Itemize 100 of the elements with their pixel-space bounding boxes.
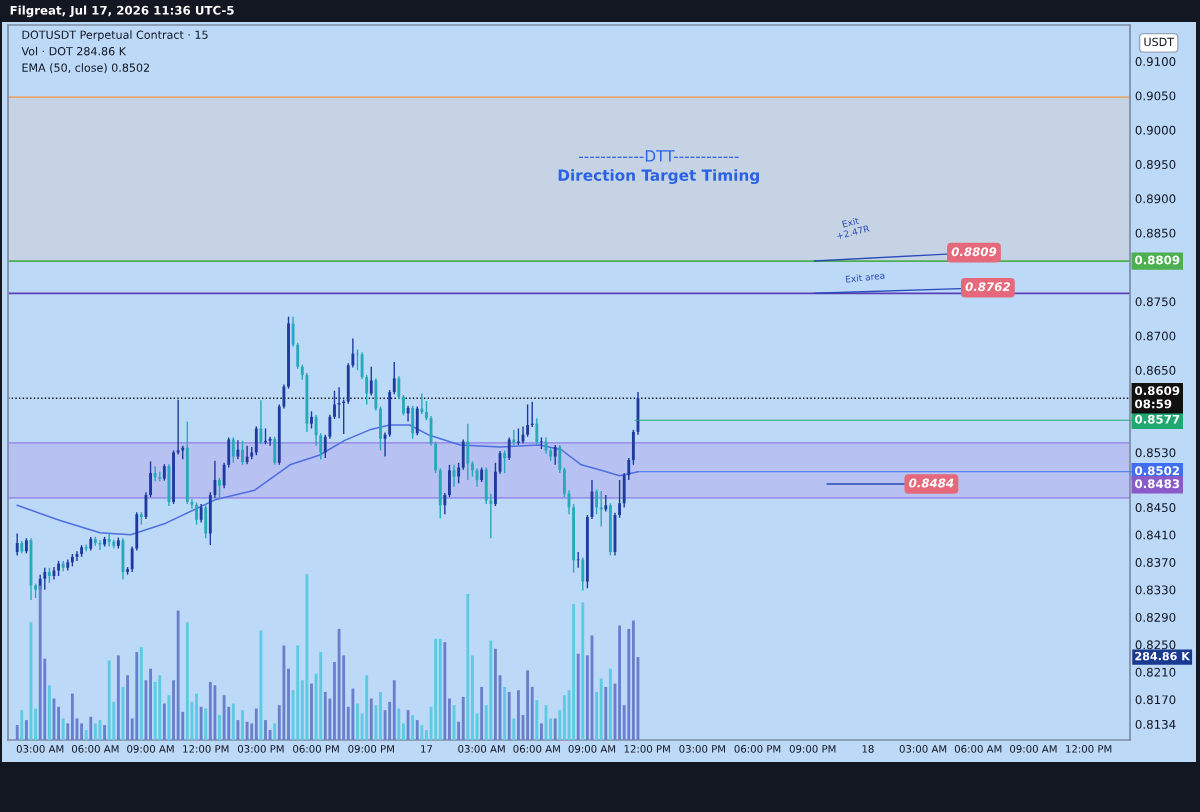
candlestick: [84, 543, 88, 552]
candlestick: [314, 414, 318, 447]
candlestick: [245, 444, 249, 465]
annotation: 0.8502: [1135, 466, 1180, 476]
bar: [461, 696, 465, 740]
bar: [489, 640, 493, 740]
text: 284.86 K: [1135, 651, 1191, 661]
candlestick: [397, 375, 401, 400]
candlestick: [218, 477, 221, 500]
bar: [158, 675, 162, 740]
annotation: Direction Target Timing: [558, 169, 759, 185]
candlestick: [80, 544, 83, 558]
annotation: Exit area: [845, 271, 885, 283]
candlestick: [149, 460, 152, 498]
bar: [471, 655, 474, 740]
bar: [494, 648, 497, 740]
bar: [539, 723, 543, 740]
bar: [572, 603, 576, 740]
bar: [282, 645, 286, 740]
bar: [374, 705, 378, 740]
candlestick: [291, 315, 295, 348]
bar: [576, 653, 580, 740]
candlestick: [379, 405, 382, 452]
annotation: DOTUSDT Perpetual Contract · 15: [22, 30, 208, 42]
candlestick: [126, 566, 129, 576]
candlestick: [595, 488, 599, 515]
bar: [264, 720, 267, 740]
y-tick-label: 0.8370: [1135, 558, 1176, 567]
bar: [66, 723, 70, 740]
bar: [268, 730, 272, 740]
candlestick: [43, 567, 47, 591]
bar: [438, 638, 442, 740]
bar: [195, 693, 198, 740]
annotation: 0.8484: [909, 478, 954, 488]
y-tick-label: 0.8530: [1135, 448, 1176, 458]
annotation: EMA (50, close) 0.8502: [22, 63, 149, 74]
bar: [618, 625, 622, 740]
y-tick-label: 0.8950: [1135, 160, 1176, 169]
candlestick: [172, 449, 175, 505]
annotation: Vol · DOT 284.86 K: [21, 46, 127, 56]
candlestick: [466, 422, 470, 481]
candlestick: [558, 444, 562, 474]
bar: [135, 652, 139, 740]
x-tick-label: 12:00 PM: [624, 745, 670, 753]
x-tick-label: 06:00 AM: [513, 745, 560, 753]
y-tick-label: 0.9000: [1135, 125, 1176, 135]
x-tick-label: 06:00 PM: [293, 745, 339, 753]
bar: [231, 703, 235, 740]
bar: [89, 716, 93, 740]
candlestick: [425, 400, 428, 421]
candlestick: [328, 414, 332, 440]
bar: [581, 602, 585, 740]
y-tick-label: 0.8134: [1135, 719, 1176, 729]
candlestick: [562, 466, 566, 498]
bar: [356, 703, 359, 740]
bar: [434, 638, 438, 740]
bar: [273, 723, 277, 740]
bar: [84, 730, 88, 740]
bar: [47, 685, 51, 740]
bar: [222, 695, 226, 740]
bar: [351, 688, 355, 740]
x-tick-label: 12:00 PM: [183, 745, 229, 753]
bar: [245, 721, 249, 740]
bar: [24, 720, 28, 740]
bar: [627, 628, 631, 740]
bar: [259, 630, 263, 740]
x-tick-label: 06:00 AM: [71, 745, 119, 753]
bar: [443, 642, 447, 740]
candlestick: [581, 556, 585, 592]
y-tick-label: 0.8450: [1135, 503, 1176, 513]
bar: [310, 683, 313, 740]
text: USDT: [1144, 37, 1175, 47]
bar: [70, 693, 74, 740]
bar: [631, 620, 635, 740]
bar: [402, 723, 405, 740]
bar: [604, 686, 608, 740]
y-tick-label: 0.9050: [1135, 91, 1176, 101]
bar: [126, 675, 129, 740]
x-tick-label: 03:00 AM: [16, 745, 64, 753]
candlestick: [448, 464, 451, 498]
bar: [20, 710, 24, 740]
bar: [516, 690, 520, 740]
bar: [93, 723, 97, 740]
x-tick-label: 09:00 PM: [789, 745, 836, 753]
candlestick: [282, 383, 286, 410]
candlestick: [103, 536, 106, 548]
x-tick-label: 09:00 AM: [1010, 745, 1057, 753]
candlestick: [526, 403, 530, 438]
bar: [585, 655, 589, 740]
bar: [34, 708, 38, 740]
annotation: 0.8762: [965, 282, 1010, 292]
candlestick: [392, 361, 396, 395]
x-tick-label: 06:00 PM: [734, 745, 781, 753]
candlestick: [153, 465, 157, 483]
bar: [176, 610, 180, 740]
ref-line-label: 0.8809: [1135, 255, 1180, 265]
y-tick-label: 0.9100: [1135, 57, 1176, 67]
bar: [369, 698, 373, 740]
candlestick: [471, 460, 474, 478]
bar: [599, 678, 603, 740]
